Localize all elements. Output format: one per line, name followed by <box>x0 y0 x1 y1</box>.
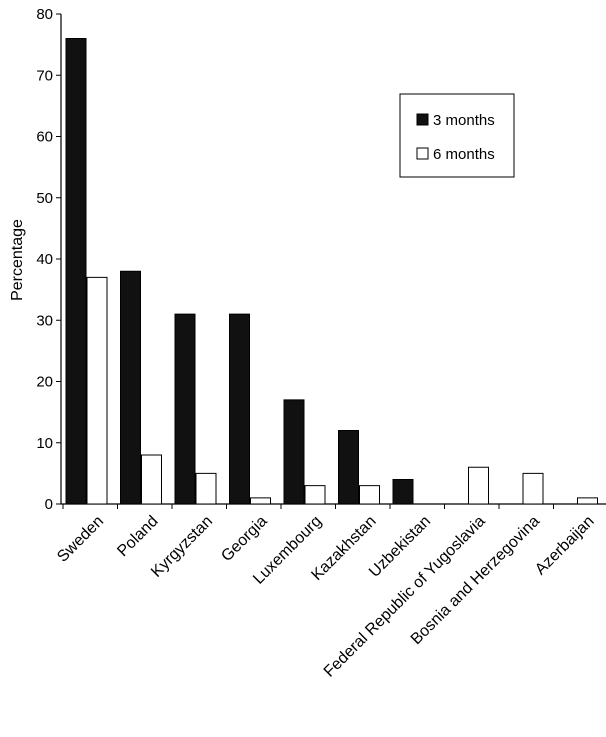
x-tick-label: Poland <box>114 513 161 560</box>
bar-3-months <box>120 270 141 505</box>
bar-3-months <box>392 479 414 505</box>
legend-swatch-3-months <box>416 113 429 126</box>
y-tick-label: 20 <box>36 374 53 391</box>
bar-6-months <box>359 485 380 505</box>
bar-3-months <box>338 430 359 505</box>
bar-6-months <box>468 466 489 505</box>
y-tick-label: 80 <box>36 6 53 23</box>
y-tick-label: 0 <box>45 496 53 513</box>
legend-box <box>399 93 515 178</box>
bar-6-months <box>304 485 326 505</box>
legend-label-3-months: 3 months <box>433 112 495 129</box>
y-axis-title: Percentage <box>9 219 26 301</box>
y-tick-label: 30 <box>36 312 53 329</box>
bar-6-months <box>522 472 544 505</box>
bar-6-months <box>250 497 271 505</box>
y-tick-label: 60 <box>36 129 53 146</box>
bar-6-months <box>195 472 217 505</box>
legend: 3 months 6 months <box>399 93 515 178</box>
bar-3-months <box>174 313 196 505</box>
bar-3-months <box>229 313 250 505</box>
legend-swatch-6-months <box>416 147 429 160</box>
y-tick-label: 10 <box>36 435 53 452</box>
y-tick-label: 70 <box>36 67 53 84</box>
y-tick-label: 40 <box>36 251 53 268</box>
axes: 0 10 20 30 40 50 60 70 80 <box>36 6 606 513</box>
x-tick-label: Sweden <box>54 513 107 566</box>
bar-3-months <box>65 38 87 505</box>
legend-label-6-months: 6 months <box>433 146 495 163</box>
bars <box>65 38 598 505</box>
bar-6-months <box>86 276 108 505</box>
x-tick-label: Georgia <box>218 513 270 565</box>
y-tick-label: 50 <box>36 190 53 207</box>
bar-6-months <box>141 454 162 505</box>
x-tick-label: Azerbaijan <box>532 513 597 578</box>
bar-6-months <box>577 497 598 505</box>
bar-3-months <box>283 399 305 505</box>
